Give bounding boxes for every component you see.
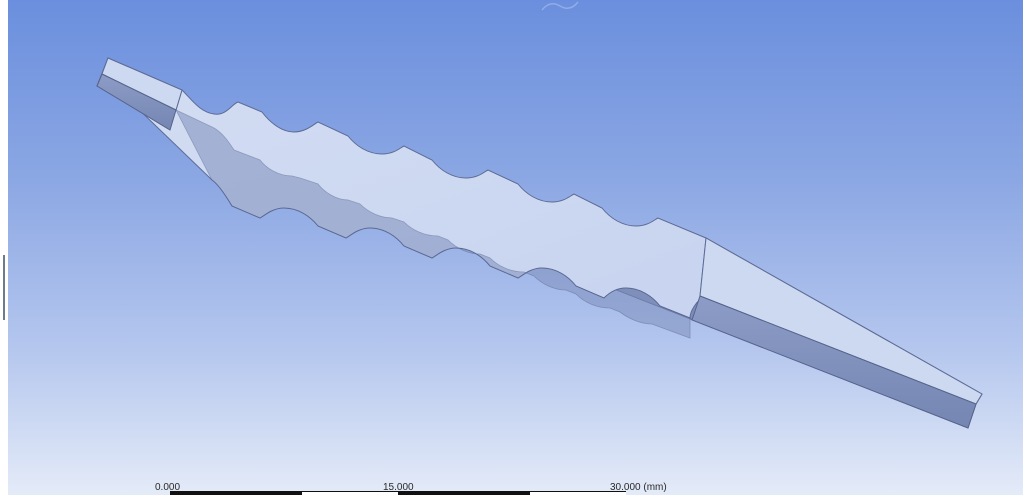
viewport-splitter-handle[interactable] (3, 255, 5, 320)
viewport-left-border (0, 0, 8, 495)
part-left-segment-side (96, 73, 177, 131)
part-right-segment-side (691, 295, 977, 429)
part-notch-thickness (175, 109, 691, 339)
watermark-icon (541, 1, 579, 11)
